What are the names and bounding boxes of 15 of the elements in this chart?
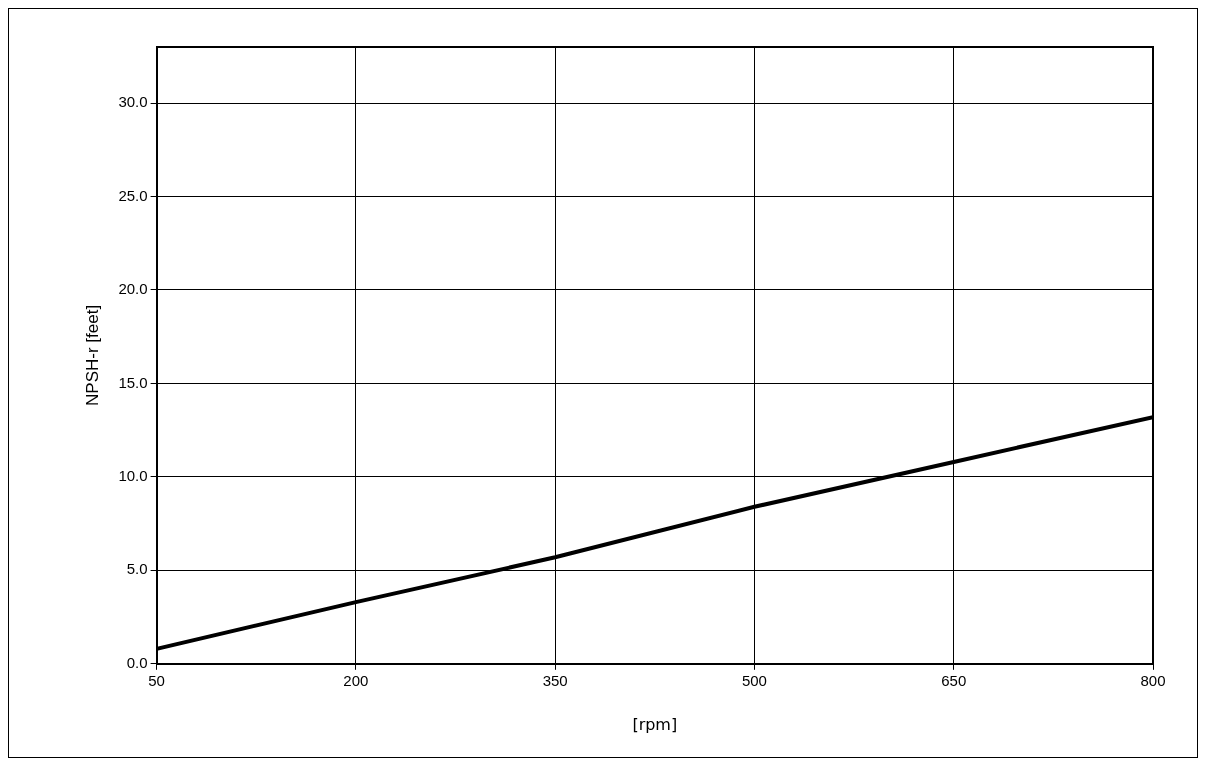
y-tick-label: 25.0 bbox=[118, 186, 148, 204]
x-tick-label: 650 bbox=[941, 671, 967, 689]
x-tick-label: 500 bbox=[741, 671, 767, 689]
x-tick-label: 800 bbox=[1140, 671, 1166, 689]
y-tick-label: 0.0 bbox=[126, 653, 148, 671]
y-tick-label: 15.0 bbox=[118, 373, 148, 391]
x-tick-label: 50 bbox=[148, 671, 165, 689]
x-axis-title: [rpm] bbox=[632, 714, 678, 734]
y-tick-label: 30.0 bbox=[118, 93, 148, 111]
y-tick-label: 10.0 bbox=[118, 467, 148, 485]
x-tick-label: 350 bbox=[542, 671, 568, 689]
y-tick-label: 5.0 bbox=[126, 560, 148, 578]
x-tick-label: 200 bbox=[343, 671, 369, 689]
y-tick-label: 20.0 bbox=[118, 280, 148, 298]
y-axis-title: NPSH-r [feet] bbox=[82, 304, 102, 406]
